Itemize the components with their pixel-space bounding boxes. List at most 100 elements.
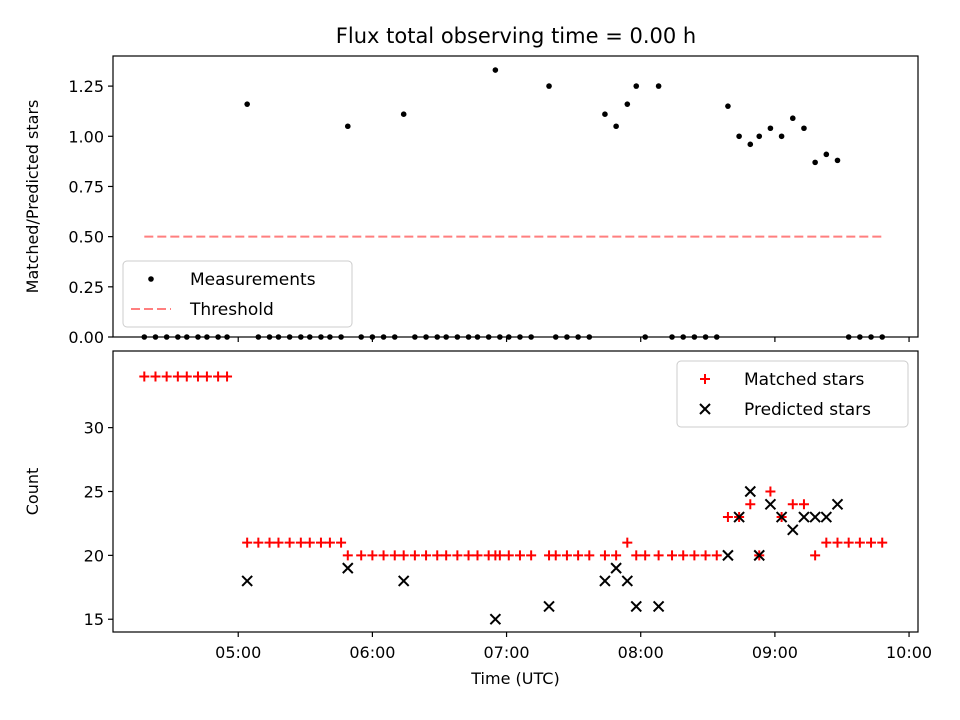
matched-star-point (139, 371, 150, 382)
measurement-point (602, 111, 608, 118)
matched-star-point (631, 550, 642, 561)
legend: Matched stars Predicted stars (676, 360, 909, 428)
measurement-point (812, 159, 818, 166)
matched-star-point (843, 537, 854, 548)
predicted-star-point (744, 485, 756, 498)
x-tick-label: 06:00 (349, 643, 395, 662)
matched-star-point (161, 371, 172, 382)
measurement-point (756, 133, 763, 140)
matched-star-point (324, 537, 335, 548)
matched-star-point (550, 550, 561, 561)
y-tick-label: 15 (84, 610, 104, 629)
measurement-point (801, 125, 807, 132)
measurement-point (344, 123, 351, 130)
predicted-star-point (630, 600, 642, 613)
matched-star-point (264, 537, 275, 548)
matched-star-point (150, 371, 161, 382)
matched-star-point (494, 550, 505, 561)
matched-star-point (711, 550, 722, 561)
legend-label: Predicted stars (744, 400, 871, 420)
matched-star-point (222, 371, 233, 382)
matched-star-point (584, 550, 595, 561)
measurement-point (400, 111, 407, 118)
predicted-star-point (342, 562, 354, 574)
matched-star-point (356, 550, 367, 561)
measurement-point (546, 83, 552, 89)
legend-box (122, 260, 353, 328)
matched-star-point (441, 550, 452, 561)
matched-star-point (315, 537, 326, 548)
predicted-star-point (798, 511, 810, 523)
predicted-star-point (764, 498, 777, 510)
legend-box (676, 360, 909, 428)
legend-marker-predicted (699, 403, 711, 415)
matched-star-point (798, 499, 809, 510)
predicted-star-point (652, 600, 665, 613)
measurement-point (834, 157, 841, 164)
matched-star-point (389, 550, 400, 561)
y-tick-label: 1.00 (68, 127, 104, 146)
y-tick-label: 0.25 (68, 278, 104, 297)
predicted-star-point (787, 524, 799, 536)
matched-star-point (213, 371, 224, 382)
predicted-star-point (831, 498, 844, 510)
measurement-point (655, 83, 662, 89)
matched-star-point (745, 499, 756, 510)
predicted-star-point (722, 549, 734, 562)
matched-star-point (201, 371, 212, 382)
predicted-star-point (733, 511, 745, 523)
matched-star-point (253, 537, 264, 548)
x-tick-label: 10:00 (886, 643, 932, 662)
measurement-point (778, 133, 785, 140)
matched-star-point (409, 550, 420, 561)
matched-star-point (452, 550, 463, 561)
legend-marker-matched (700, 374, 710, 384)
matched-star-point (398, 550, 409, 561)
measurement-point (823, 151, 830, 158)
matched-star-point (561, 550, 572, 561)
predicted-star-point (753, 549, 765, 562)
matched-star-point (854, 537, 865, 548)
matched-star-point (640, 550, 651, 561)
matched-star-point (242, 537, 253, 548)
matched-star-point (367, 550, 378, 561)
matched-star-point (526, 550, 537, 561)
predicted-star-point (820, 511, 833, 523)
matched-star-point (787, 499, 798, 510)
top-chart-title: Flux total observing time = 0.00 h (336, 24, 696, 48)
matched-star-point (678, 550, 689, 561)
legend-label: Matched stars (744, 370, 864, 390)
measurement-point (633, 83, 640, 89)
y-tick-label: 0.75 (68, 177, 104, 196)
matched-star-point (172, 371, 183, 382)
measurement-point (747, 141, 754, 148)
matched-star-point (765, 486, 776, 497)
y-axis-label: Matched/Predicted stars (23, 100, 42, 294)
measurement-point (244, 101, 250, 107)
y-tick-label: 20 (84, 546, 104, 565)
x-tick-label: 09:00 (752, 643, 798, 662)
matched-star-point (192, 371, 203, 382)
matched-star-point (421, 550, 432, 561)
matched-star-point (599, 550, 610, 561)
plot-frame (112, 350, 919, 633)
matched-star-point (689, 550, 700, 561)
measurement-point (725, 103, 731, 109)
matched-star-point (573, 550, 584, 561)
matched-star-point (503, 550, 514, 561)
measurement-point (624, 101, 631, 107)
predicted-star-point (241, 575, 253, 587)
y-tick-label: 0.50 (68, 228, 104, 247)
predicted-star-point (599, 575, 611, 587)
matched-star-point (304, 537, 315, 548)
matched-star-point (722, 512, 733, 523)
series-matched-stars (139, 371, 888, 561)
y-axis-label: Count (23, 468, 42, 516)
legend: Measurements Threshold (122, 260, 353, 328)
matched-star-point (611, 550, 622, 561)
y-tick-label: 1.25 (68, 77, 104, 96)
plot-frame (112, 55, 919, 338)
matched-star-point (378, 550, 389, 561)
matched-star-point (810, 550, 821, 561)
predicted-star-point (610, 562, 622, 574)
